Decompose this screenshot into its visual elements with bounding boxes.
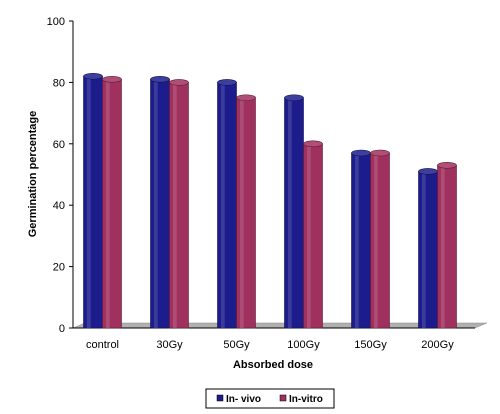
bar-body (418, 171, 438, 329)
y-tick-label: 100 (47, 16, 65, 28)
y-tick-label: 40 (53, 200, 65, 212)
legend-swatch-in-vitro (279, 394, 287, 402)
x-tick-label: control (86, 339, 119, 351)
legend-label-in-vitro: In-vitro (289, 394, 323, 405)
bar-top (351, 149, 371, 157)
bar-in-vivo-control (83, 72, 103, 329)
bar-body (351, 152, 371, 329)
x-tick-label: 200Gy (421, 339, 454, 351)
x-tick-label: 150Gy (354, 339, 387, 351)
bar-top (284, 94, 304, 102)
bar-highlight (86, 76, 91, 328)
bar-top (437, 161, 457, 169)
y-tick-labels: 0 20 40 60 80 100 (47, 16, 73, 335)
bar-body (169, 82, 189, 329)
bar-highlight (373, 153, 378, 328)
bar-highlight (354, 153, 359, 328)
bar-highlight (306, 143, 311, 328)
y-tick-label: 0 (59, 323, 65, 335)
axes (72, 21, 475, 329)
bar-in-vitro-100gy (303, 140, 323, 329)
bar-in-vitro-200gy (437, 161, 457, 329)
bars (83, 72, 457, 329)
bar-top (370, 149, 390, 157)
bar-body (437, 164, 457, 329)
bar-highlight (153, 79, 158, 328)
bar-in-vitro-150gy (370, 149, 390, 329)
bar-in-vitro-30gy (169, 79, 189, 329)
bar-body (236, 97, 256, 329)
bar-highlight (421, 171, 426, 328)
bar-top (169, 79, 189, 86)
bar-in-vivo-150gy (351, 149, 371, 329)
bar-in-vivo-200gy (418, 168, 438, 329)
bar-top (303, 140, 323, 148)
x-tick-labels: control 30Gy 50Gy 100Gy 150Gy 200Gy (86, 339, 454, 351)
x-axis-label: Absorbed dose (233, 359, 313, 371)
y-tick-label: 60 (53, 139, 65, 151)
bar-in-vitro-50gy (236, 94, 256, 329)
bar-highlight (105, 79, 110, 328)
bar-top (150, 76, 170, 83)
bar-top (102, 76, 122, 83)
bar-body (284, 97, 304, 329)
bar-body (150, 79, 170, 329)
bar-highlight (287, 97, 292, 328)
x-tick-label: 50Gy (223, 339, 250, 351)
bar-highlight (440, 165, 445, 328)
bar-body (102, 79, 122, 329)
bar-highlight (239, 97, 244, 328)
bar-highlight (220, 82, 225, 329)
legend-label-in-vivo: In- vivo (226, 394, 261, 405)
y-axis-label: Germination percentage (27, 111, 39, 238)
bar-top (236, 94, 256, 102)
bar-in-vitro-control (102, 76, 122, 329)
y-tick-label: 80 (53, 77, 65, 89)
x-tick-label: 30Gy (156, 339, 183, 351)
bar-in-vivo-30gy (150, 76, 170, 329)
legend-box (205, 388, 335, 409)
bar-top (217, 79, 237, 86)
y-tick-label: 20 (53, 262, 65, 274)
bar-top (418, 168, 438, 175)
bar-body (370, 152, 390, 329)
legend: In- vivo In-vitro (205, 388, 335, 409)
x-tick-label: 100Gy (287, 339, 320, 351)
bar-top (83, 72, 103, 80)
bar-in-vivo-100gy (284, 94, 304, 329)
bar-highlight (172, 82, 177, 329)
bar-body (217, 82, 237, 329)
legend-swatch-in-vivo (216, 394, 224, 402)
bar-body (83, 75, 103, 329)
bar-in-vivo-50gy (217, 79, 237, 329)
bar-body (303, 143, 323, 329)
